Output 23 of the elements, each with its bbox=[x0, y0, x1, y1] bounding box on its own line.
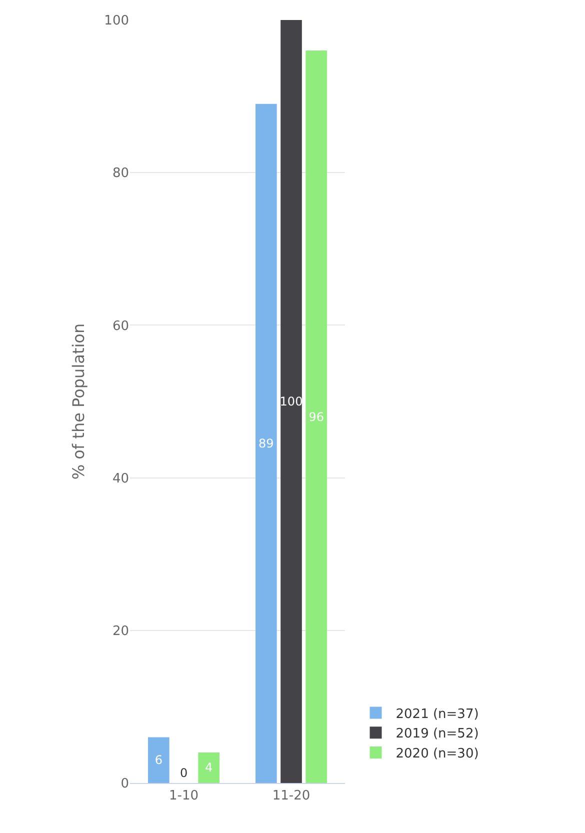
x-tick-label: 11-20 bbox=[272, 788, 310, 804]
bar bbox=[148, 737, 170, 783]
data-label: 0 bbox=[180, 766, 188, 780]
y-tick-label: 20 bbox=[112, 624, 129, 639]
legend-label: 2020 (n=30) bbox=[396, 746, 479, 762]
bar bbox=[280, 20, 302, 783]
data-label: 96 bbox=[308, 410, 324, 424]
y-axis-title: % of the Population bbox=[69, 323, 88, 480]
legend-label: 2021 (n=37) bbox=[396, 706, 479, 722]
x-tick-label: 1-10 bbox=[168, 788, 199, 804]
bar bbox=[306, 50, 327, 783]
bar bbox=[256, 104, 277, 783]
data-label: 100 bbox=[280, 394, 303, 408]
y-tick-label: 40 bbox=[112, 471, 129, 486]
bar bbox=[198, 752, 220, 783]
y-tick-label: 60 bbox=[112, 318, 129, 334]
y-tick-label: 0 bbox=[120, 776, 129, 792]
y-tick-label: 80 bbox=[112, 166, 129, 182]
data-label: 6 bbox=[154, 753, 162, 768]
data-label: 4 bbox=[205, 760, 213, 775]
y-tick-label: 100 bbox=[104, 14, 129, 29]
legend-label: 2019 (n=52) bbox=[396, 726, 479, 742]
data-label: 89 bbox=[258, 436, 274, 450]
